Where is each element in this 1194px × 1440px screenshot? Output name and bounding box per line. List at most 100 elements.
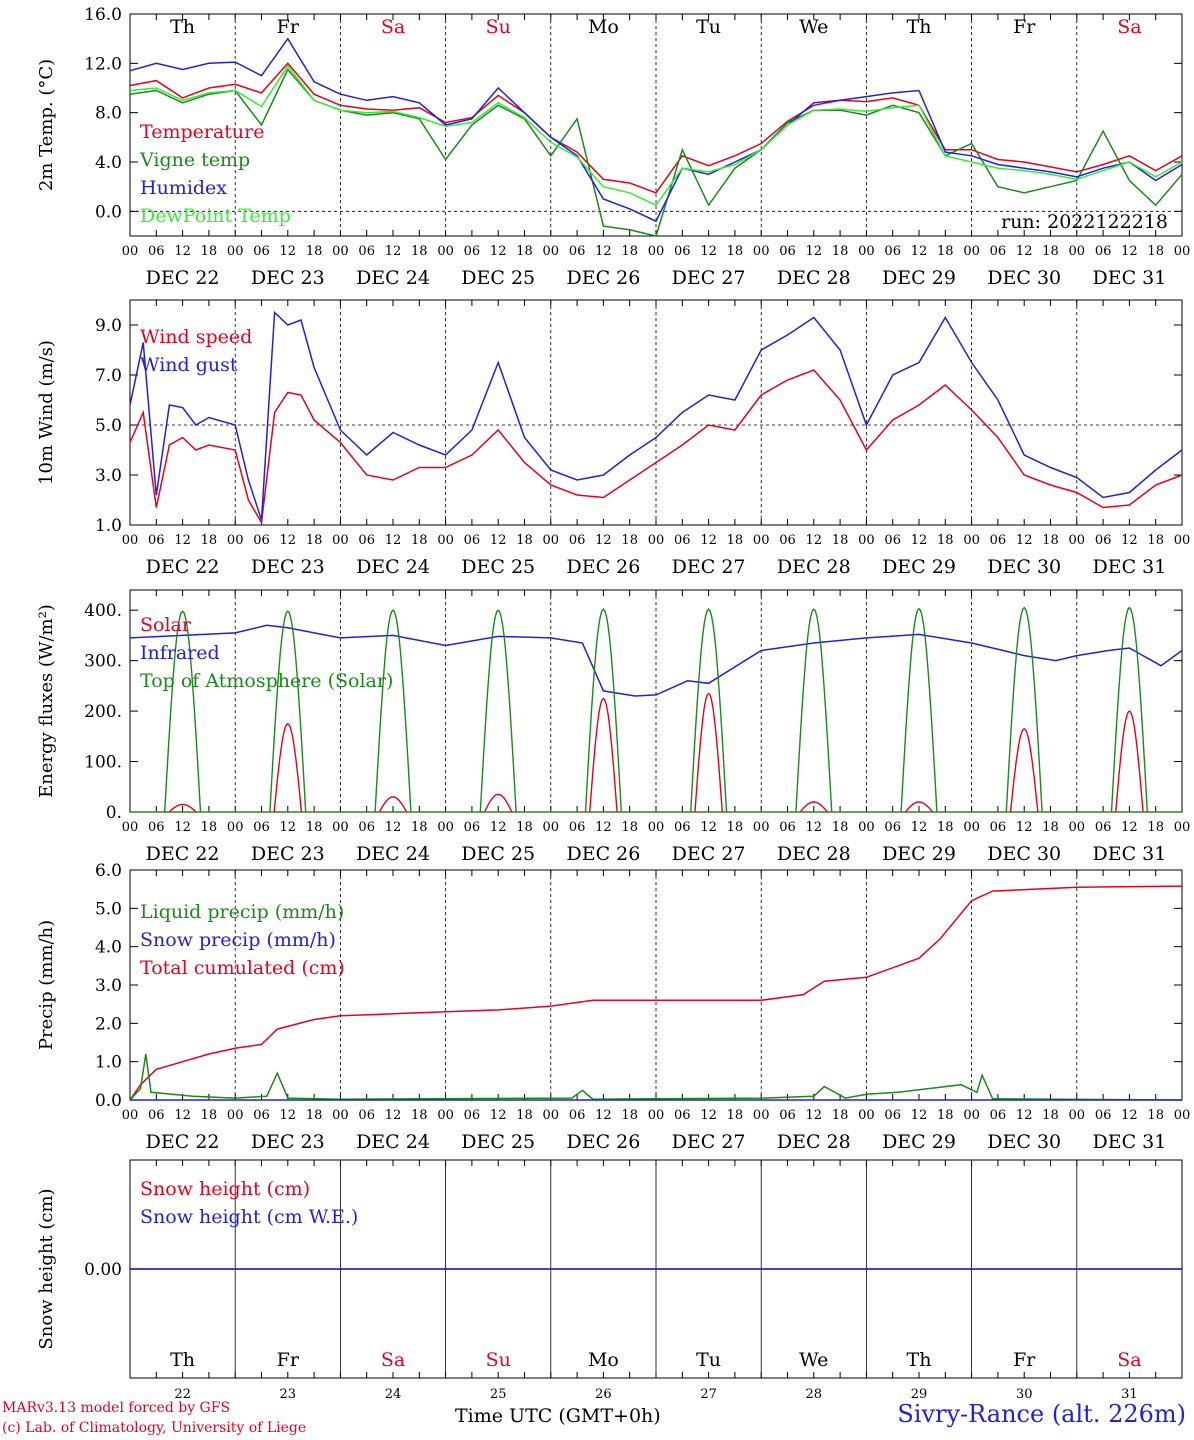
date-label: DEC 31 (1092, 1131, 1166, 1153)
date-label: DEC 27 (672, 556, 746, 578)
y-tick-label: 8.0 (95, 104, 122, 124)
legend-entry: Infrared (140, 642, 220, 664)
panel-4: 6.0 5.0 4.0 3.0 2.0 1.0 0.0 Precip (mm/h) Liquid… (36, 861, 1190, 1153)
hour-tick-label: 00 (753, 244, 770, 259)
date-label: DEC 29 (882, 1131, 956, 1153)
hour-tick-label: 00 (332, 533, 349, 548)
hour-tick-label: 18 (516, 533, 533, 548)
hour-tick-label: 18 (1147, 1108, 1164, 1123)
weekday-label: Fr (1013, 16, 1036, 38)
hour-tick-label: 12 (1121, 244, 1138, 259)
date-label: DEC 26 (566, 843, 640, 865)
date-label: DEC 28 (777, 1131, 851, 1153)
hour-tick-label: 18 (937, 820, 954, 835)
series-line (1110, 606, 1148, 813)
series-line (129, 369, 1183, 525)
day-number-label: 25 (490, 1387, 507, 1402)
y-tick-label: 5.0 (95, 416, 122, 436)
day-number-label: 30 (1016, 1387, 1033, 1402)
date-label: DEC 24 (356, 267, 430, 289)
series-line (129, 37, 1183, 223)
hour-tick-label: 06 (464, 533, 481, 548)
date-label: DEC 27 (672, 267, 746, 289)
legend-entry: Snow height (cm) (140, 1178, 310, 1200)
hour-tick-label: 00 (227, 244, 244, 259)
date-label: DEC 22 (146, 1131, 220, 1153)
date-label: DEC 23 (251, 1131, 325, 1153)
y-tick-label: 100. (84, 753, 122, 773)
y-tick-label: 7.0 (95, 366, 122, 386)
date-label: DEC 24 (356, 556, 430, 578)
copyright: (c) Lab. of Climatology, University of L… (2, 1420, 307, 1436)
weekday-label: We (799, 16, 828, 38)
y-axis-label: Energy fluxes (W/m²) (36, 604, 57, 798)
series-line (584, 608, 622, 813)
hour-tick-label: 12 (280, 1108, 297, 1123)
hour-tick-label: 06 (253, 533, 270, 548)
hour-tick-label: 18 (411, 1108, 428, 1123)
hour-tick-label: 00 (858, 820, 875, 835)
hour-tick-label: 18 (201, 533, 218, 548)
hour-tick-label: 06 (464, 820, 481, 835)
hour-tick-label: 06 (358, 244, 375, 259)
date-label: DEC 31 (1092, 843, 1166, 865)
hour-tick-label: 12 (1121, 820, 1138, 835)
hour-tick-label: 18 (411, 820, 428, 835)
date-label: DEC 23 (251, 267, 325, 289)
hour-tick-label: 06 (569, 1108, 586, 1123)
hour-tick-label: 12 (385, 1108, 402, 1123)
hour-tick-label: 06 (779, 1108, 796, 1123)
series-line (273, 722, 303, 813)
weekday-label: Sa (381, 16, 405, 38)
series-line (168, 803, 197, 813)
date-label: DEC 26 (566, 556, 640, 578)
hour-tick-label: 18 (937, 1108, 954, 1123)
hour-tick-label: 00 (122, 533, 139, 548)
legend-entry: Wind speed (140, 326, 252, 348)
date-label: DEC 28 (777, 843, 851, 865)
y-tick-label: 4.0 (95, 153, 122, 173)
date-label: DEC 22 (146, 267, 220, 289)
model-credit: MARv3.13 model forced by GFS (2, 1400, 231, 1416)
weekday-label: Fr (277, 1349, 300, 1371)
hour-tick-label: 12 (806, 1108, 823, 1123)
series-line (904, 801, 934, 813)
hour-tick-label: 18 (201, 820, 218, 835)
legend-entry: Snow precip (mm/h) (140, 929, 336, 951)
hour-tick-label: 00 (332, 1108, 349, 1123)
y-axis-label: 2m Temp. (°C) (36, 59, 57, 191)
hour-tick-label: 18 (516, 820, 533, 835)
series-line (694, 692, 723, 813)
legend-entry: Top of Atmosphere (Solar) (140, 670, 393, 692)
hour-tick-label: 12 (490, 1108, 507, 1123)
legend-entry: Humidex (140, 177, 227, 199)
hour-tick-label: 06 (253, 820, 270, 835)
hour-tick-label: 06 (253, 244, 270, 259)
hour-tick-label: 00 (1069, 244, 1086, 259)
y-tick-label: 0.0 (95, 202, 122, 222)
y-tick-label: 3.0 (95, 466, 122, 486)
weekday-label: Th (907, 16, 932, 38)
date-label: DEC 23 (251, 843, 325, 865)
hour-tick-label: 06 (569, 533, 586, 548)
hour-tick-label: 06 (148, 820, 165, 835)
hour-tick-label: 18 (937, 533, 954, 548)
series-line (164, 610, 202, 813)
day-number-label: 28 (806, 1387, 823, 1402)
y-axis-label: 10m Wind (m/s) (36, 340, 57, 485)
hour-tick-label: 12 (490, 244, 507, 259)
hour-tick-label: 12 (595, 533, 612, 548)
legend-entry: Wind gust (140, 354, 238, 376)
hour-tick-label: 06 (674, 533, 691, 548)
legend-entry: Total cumulated (cm) (140, 957, 345, 979)
hour-tick-label: 12 (174, 533, 191, 548)
hour-tick-label: 00 (543, 820, 560, 835)
y-tick-label: 0. (106, 803, 122, 823)
weekday-label: Sa (1117, 1349, 1141, 1371)
hour-tick-label: 00 (1069, 1108, 1086, 1123)
legend-entry: DewPoint Temp (140, 205, 291, 227)
hour-tick-label: 12 (911, 1108, 928, 1123)
hour-tick-label: 06 (569, 820, 586, 835)
date-label: DEC 26 (566, 267, 640, 289)
hour-tick-label: 12 (490, 820, 507, 835)
